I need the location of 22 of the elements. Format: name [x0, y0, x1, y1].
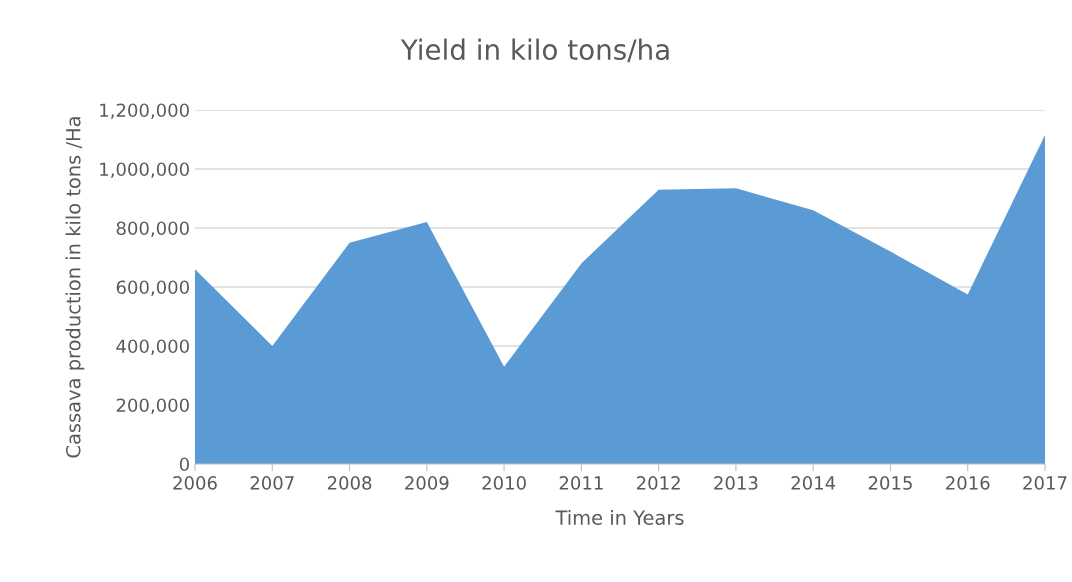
x-tick-label: 2015 — [868, 476, 912, 490]
chart-title: Yield in kilo tons/ha — [400, 38, 669, 63]
y-tick-label: 1,000,000 — [100, 162, 189, 178]
x-axis-title: Time in Years — [555, 509, 684, 525]
x-tick-label: 2010 — [482, 476, 526, 490]
x-tick-label: 2007 — [250, 476, 294, 490]
y-tick-label: 1,200,000 — [100, 103, 189, 119]
x-tick-label: 2006 — [173, 476, 217, 490]
x-tick-label: 2008 — [327, 476, 372, 490]
y-tick-label: 0 — [179, 457, 189, 472]
x-tick-label: 2011 — [559, 476, 603, 490]
x-tick-label: 2012 — [636, 476, 680, 490]
y-tick-label: 800,000 — [116, 221, 189, 237]
x-tick-label: 2017 — [1023, 476, 1067, 490]
y-tick-label: 400,000 — [116, 339, 189, 355]
y-tick-label: 600,000 — [116, 280, 189, 296]
y-tick-label: 200,000 — [116, 398, 189, 414]
y-axis-title: Cassava production in kilo tons /Ha — [65, 117, 85, 458]
x-tick-label: 2016 — [946, 476, 990, 490]
x-tick-label: 2009 — [405, 476, 449, 490]
x-tick-label: 2014 — [791, 476, 836, 490]
x-tick-label: 2013 — [714, 476, 758, 490]
